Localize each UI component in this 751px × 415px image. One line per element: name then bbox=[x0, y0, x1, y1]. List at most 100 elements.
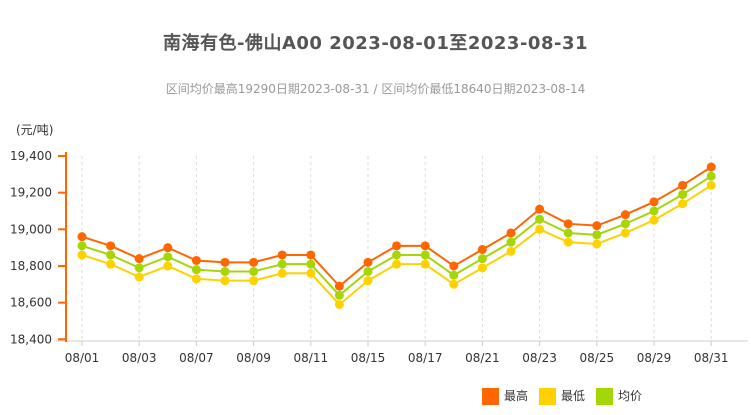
data-point-low-08/04[interactable] bbox=[163, 261, 173, 271]
data-point-low-08/01[interactable] bbox=[77, 250, 87, 260]
y-tick-label: 19,200 bbox=[10, 186, 52, 200]
data-point-low-08/15[interactable] bbox=[363, 276, 373, 286]
series-avg bbox=[77, 171, 716, 300]
data-point-high-08/31[interactable] bbox=[706, 162, 716, 172]
data-point-high-08/14[interactable] bbox=[334, 281, 344, 291]
data-point-low-08/25[interactable] bbox=[592, 239, 602, 249]
legend-swatch-high bbox=[482, 388, 499, 405]
legend-swatch-low bbox=[539, 388, 557, 405]
x-axis bbox=[56, 340, 748, 346]
data-point-avg-08/09[interactable] bbox=[249, 266, 259, 276]
data-point-low-08/10[interactable] bbox=[277, 268, 287, 278]
data-point-high-08/08[interactable] bbox=[220, 257, 230, 267]
chart-subtitle: 区间均价最高19290日期2023-08-31 / 区间均价最低18640日期2… bbox=[165, 82, 586, 96]
data-point-low-08/23[interactable] bbox=[535, 224, 545, 234]
data-point-low-08/28[interactable] bbox=[620, 228, 630, 238]
legend-label-high: 最高 bbox=[504, 389, 529, 403]
data-point-low-08/03[interactable] bbox=[134, 272, 144, 282]
data-point-low-08/30[interactable] bbox=[678, 199, 688, 209]
data-point-high-08/25[interactable] bbox=[592, 221, 602, 231]
data-point-avg-08/22[interactable] bbox=[506, 237, 516, 247]
y-tick-label: 19,000 bbox=[10, 222, 52, 236]
data-point-high-08/11[interactable] bbox=[306, 250, 316, 260]
y-tick-label: 18,800 bbox=[10, 259, 52, 273]
data-point-high-08/18[interactable] bbox=[449, 261, 459, 271]
data-point-high-08/28[interactable] bbox=[620, 210, 630, 220]
data-point-avg-08/23[interactable] bbox=[535, 214, 545, 224]
data-point-high-08/23[interactable] bbox=[535, 204, 545, 214]
data-point-low-08/24[interactable] bbox=[563, 237, 573, 247]
data-point-avg-08/21[interactable] bbox=[477, 254, 487, 264]
data-point-avg-08/02[interactable] bbox=[106, 250, 116, 260]
data-point-high-08/15[interactable] bbox=[363, 257, 373, 267]
data-point-avg-08/17[interactable] bbox=[420, 250, 430, 260]
data-point-low-08/29[interactable] bbox=[649, 215, 659, 225]
data-point-avg-08/16[interactable] bbox=[392, 250, 402, 260]
data-point-high-08/07[interactable] bbox=[191, 255, 201, 265]
data-point-avg-08/11[interactable] bbox=[306, 259, 316, 269]
data-point-high-08/24[interactable] bbox=[563, 219, 573, 229]
data-point-avg-08/24[interactable] bbox=[563, 228, 573, 238]
series-high bbox=[77, 162, 716, 291]
data-point-high-08/02[interactable] bbox=[106, 241, 116, 251]
x-tick-label: 08/31 bbox=[694, 351, 729, 365]
x-tick-label: 08/25 bbox=[580, 351, 615, 365]
data-point-high-08/04[interactable] bbox=[163, 243, 173, 253]
x-tick-label: 08/15 bbox=[351, 351, 386, 365]
data-point-high-08/16[interactable] bbox=[392, 241, 402, 251]
data-point-avg-08/07[interactable] bbox=[191, 265, 201, 275]
legend-item-avg[interactable]: 均价 bbox=[596, 388, 642, 405]
data-point-avg-08/29[interactable] bbox=[649, 206, 659, 216]
data-point-low-08/31[interactable] bbox=[706, 180, 716, 190]
data-point-low-08/07[interactable] bbox=[191, 274, 201, 284]
data-point-avg-08/10[interactable] bbox=[277, 259, 287, 269]
legend-swatch-avg bbox=[596, 388, 614, 405]
data-point-high-08/30[interactable] bbox=[678, 180, 688, 190]
data-point-avg-08/31[interactable] bbox=[706, 171, 716, 181]
data-point-high-08/22[interactable] bbox=[506, 228, 516, 238]
data-point-low-08/22[interactable] bbox=[506, 246, 516, 256]
data-point-avg-08/15[interactable] bbox=[363, 266, 373, 276]
data-point-low-08/11[interactable] bbox=[306, 268, 316, 278]
data-point-low-08/08[interactable] bbox=[220, 276, 230, 286]
data-point-high-08/17[interactable] bbox=[420, 241, 430, 251]
data-point-avg-08/04[interactable] bbox=[163, 252, 173, 262]
data-point-avg-08/08[interactable] bbox=[220, 266, 230, 276]
legend-item-high[interactable]: 最高 bbox=[482, 388, 528, 405]
data-point-avg-08/30[interactable] bbox=[678, 189, 688, 199]
data-point-high-08/09[interactable] bbox=[249, 257, 259, 267]
x-tick-labels: 08/01 08/03 08/07 08/09 08/11 08/15 08/17 08/21… bbox=[65, 351, 729, 365]
data-point-high-08/01[interactable] bbox=[77, 232, 87, 242]
data-point-low-08/21[interactable] bbox=[477, 263, 487, 273]
y-tick-label: 19,400 bbox=[10, 149, 52, 163]
data-point-high-08/03[interactable] bbox=[134, 254, 144, 264]
data-point-low-08/16[interactable] bbox=[392, 259, 402, 269]
legend: 最高 最低 均价 bbox=[482, 388, 642, 405]
x-tick-label: 08/11 bbox=[294, 351, 329, 365]
data-point-low-08/02[interactable] bbox=[106, 259, 116, 269]
x-tick-label: 08/07 bbox=[179, 351, 214, 365]
legend-item-low[interactable]: 最低 bbox=[539, 388, 585, 405]
data-point-avg-08/25[interactable] bbox=[592, 230, 602, 240]
data-point-avg-08/18[interactable] bbox=[449, 270, 459, 280]
y-tick-label: 18,400 bbox=[10, 332, 52, 346]
y-axis-unit-label: (元/吨) bbox=[16, 123, 54, 137]
data-point-high-08/10[interactable] bbox=[277, 250, 287, 260]
data-point-low-08/14[interactable] bbox=[334, 299, 344, 309]
data-point-avg-08/01[interactable] bbox=[77, 241, 87, 251]
data-point-low-08/09[interactable] bbox=[249, 276, 259, 286]
x-tick-label: 08/21 bbox=[465, 351, 500, 365]
data-point-high-08/29[interactable] bbox=[649, 197, 659, 207]
series-low bbox=[77, 180, 716, 309]
data-point-avg-08/03[interactable] bbox=[134, 263, 144, 273]
data-point-avg-08/14[interactable] bbox=[334, 290, 344, 300]
data-point-low-08/18[interactable] bbox=[449, 279, 459, 289]
x-tick-label: 08/03 bbox=[122, 351, 157, 365]
data-point-high-08/21[interactable] bbox=[477, 244, 487, 254]
data-point-low-08/17[interactable] bbox=[420, 259, 430, 269]
x-tick-label: 08/09 bbox=[236, 351, 271, 365]
data-point-avg-08/28[interactable] bbox=[620, 219, 630, 229]
x-tick-label: 08/01 bbox=[65, 351, 100, 365]
